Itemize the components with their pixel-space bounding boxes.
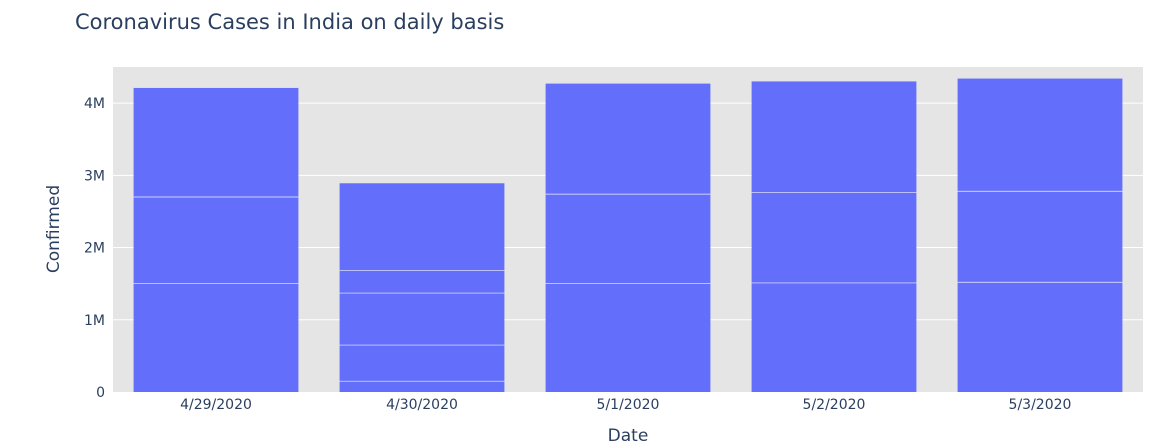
x-tick-label: 5/2/2020 — [803, 397, 866, 413]
x-tick-label: 5/1/2020 — [597, 397, 660, 413]
x-tick-label: 5/3/2020 — [1009, 397, 1072, 413]
bar — [751, 81, 917, 392]
y-tick-labels: 0 1M 2M 3M 4M — [84, 96, 105, 401]
bar — [133, 87, 299, 392]
y-tick-label: 4M — [84, 96, 105, 112]
y-tick-label: 1M — [84, 313, 105, 329]
bar — [339, 183, 505, 392]
x-axis-title: Date — [608, 426, 649, 446]
bars — [133, 78, 1123, 393]
y-axis-title: Confirmed — [44, 185, 64, 273]
bar — [957, 78, 1123, 393]
bar — [545, 83, 711, 392]
chart-title: Coronavirus Cases in India on daily basi… — [75, 10, 504, 34]
x-tick-label: 4/29/2020 — [180, 397, 252, 413]
y-tick-label: 3M — [84, 168, 105, 184]
x-tick-label: 4/30/2020 — [386, 397, 458, 413]
y-tick-label: 2M — [84, 241, 105, 257]
y-tick-label: 0 — [96, 385, 105, 401]
x-tick-labels: 4/29/2020 4/30/2020 5/1/2020 5/2/2020 5/3/20… — [180, 397, 1071, 413]
